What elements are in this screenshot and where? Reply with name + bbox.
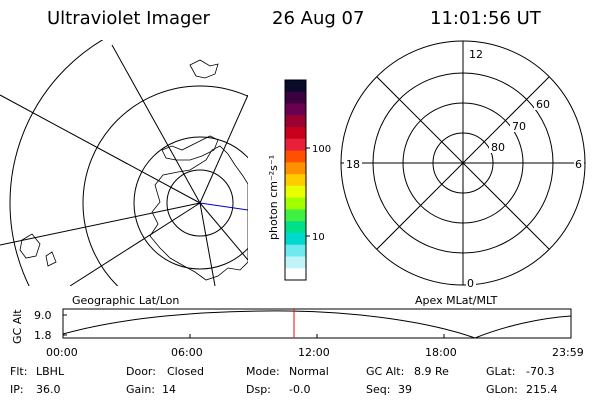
mlt-label-18: 18 — [346, 158, 360, 171]
colorbar-cell — [285, 197, 306, 210]
orbit-xtick-0600: 06:00 — [171, 346, 203, 359]
antarctica-coastline — [149, 145, 248, 281]
geographic-map: Geographic Lat/Lon — [0, 40, 248, 307]
time-label: 11:01:56 UT — [430, 8, 542, 29]
lat-circle — [82, 85, 248, 286]
new-zealand-coastline — [19, 233, 41, 259]
instrument-title: Ultraviolet Imager — [47, 8, 211, 29]
colorbar-cell — [285, 115, 306, 128]
status-ip-key: IP: — [10, 383, 24, 396]
orbit-xtick-2359: 23:59 — [552, 346, 584, 359]
orbit-xtick-0000: 00:00 — [46, 346, 78, 359]
status-gcalt-value: 8.9 Re — [414, 365, 449, 378]
orbit-ytick-1-8: 1.8 — [34, 329, 52, 342]
colorbar-cell — [285, 127, 306, 140]
status-mode-value: Normal — [289, 365, 329, 378]
meridian-line — [111, 44, 201, 204]
terminator-line — [199, 202, 248, 211]
right-panel-label: Apex MLat/MLT — [415, 294, 498, 307]
lat-circle — [133, 136, 248, 270]
status-gcalt-key: GC Alt: — [366, 365, 404, 378]
lat-circle — [166, 169, 234, 237]
colorbar-cells — [285, 80, 306, 281]
island-coastline — [189, 59, 219, 79]
colorbar-cell — [285, 185, 306, 199]
colorbar-cell — [285, 244, 306, 257]
colorbar-cell — [285, 232, 306, 246]
status-dsp-key: Dsp: — [246, 383, 271, 396]
status-dsp-value: -0.0 — [289, 383, 310, 396]
status-seq-key: Seq: — [366, 383, 390, 396]
colorbar-tick-label-10: 10 — [312, 232, 325, 243]
colorbar-cell — [285, 268, 306, 281]
meridian-line — [199, 94, 248, 204]
mlat-label-70: 70 — [512, 120, 526, 133]
status-gain-key: Gain: — [126, 383, 155, 396]
colorbar-tick-label-100: 100 — [312, 144, 331, 155]
status-glon-key: GLon: — [486, 383, 518, 396]
colorbar-cell — [285, 91, 306, 105]
colorbar-cell — [285, 174, 306, 187]
colorbar-cell — [285, 80, 306, 93]
colorbar-cell — [285, 103, 306, 116]
colorbar: 100 10 photon cm⁻²s⁻¹ — [267, 79, 331, 281]
meridian-line — [199, 202, 248, 261]
status-footer: Flt: LBHL Door: Closed Mode: Normal GC A… — [10, 365, 558, 396]
meridian-line — [0, 94, 201, 204]
mlt-label-0: 0 — [467, 277, 474, 290]
status-mode-key: Mode: — [246, 365, 280, 378]
date-label: 26 Aug 07 — [272, 8, 364, 29]
colorbar-cell — [285, 256, 306, 269]
colorbar-frame — [284, 79, 307, 281]
colorbar-cell — [285, 138, 306, 152]
lat-circle — [9, 40, 104, 286]
peninsula-coastline — [161, 135, 219, 161]
island-coastline — [45, 251, 57, 267]
orbit-ylabel: GC Alt — [11, 309, 24, 344]
orbit-ytick-9: 9.0 — [34, 309, 52, 322]
meridian-line — [0, 202, 201, 246]
apex-polar-plot: 12 18 6 0 60 70 80 Apex MLat/MLT — [340, 40, 586, 307]
status-seq-value: 39 — [398, 383, 412, 396]
status-glat-value: -70.3 — [526, 365, 554, 378]
status-flt-value: LBHL — [36, 365, 65, 378]
orbit-plot-frame — [62, 308, 572, 339]
altitude-curve — [62, 310, 572, 339]
status-glat-key: GLat: — [486, 365, 515, 378]
colorbar-cell — [285, 209, 306, 222]
mlt-line-diag — [376, 76, 550, 250]
status-door-key: Door: — [126, 365, 156, 378]
colorbar-cell — [285, 162, 306, 175]
orbit-altitude-plot: 9.0 1.8 GC Alt 00:00 06:00 12:00 18:00 2… — [11, 308, 584, 359]
status-flt-key: Flt: — [10, 365, 27, 378]
meridian-line — [69, 202, 201, 286]
colorbar-unit-label: photon cm⁻²s⁻¹ — [267, 155, 280, 240]
mlt-label-12: 12 — [469, 48, 483, 61]
meridian-line — [199, 202, 216, 286]
mlt-label-6: 6 — [575, 158, 582, 171]
mlat-label-60: 60 — [536, 98, 550, 111]
left-panel-label: Geographic Lat/Lon — [72, 294, 179, 307]
orbit-xtick-1200: 12:00 — [298, 346, 330, 359]
orbit-xtick-1800: 18:00 — [425, 346, 457, 359]
colorbar-cell — [285, 221, 306, 234]
status-door-value: Closed — [167, 365, 204, 378]
status-gain-value: 14 — [162, 383, 176, 396]
status-glon-value: 215.4 — [526, 383, 558, 396]
status-ip-value: 36.0 — [36, 383, 61, 396]
colorbar-cell — [285, 150, 306, 163]
mlat-label-80: 80 — [491, 141, 505, 154]
